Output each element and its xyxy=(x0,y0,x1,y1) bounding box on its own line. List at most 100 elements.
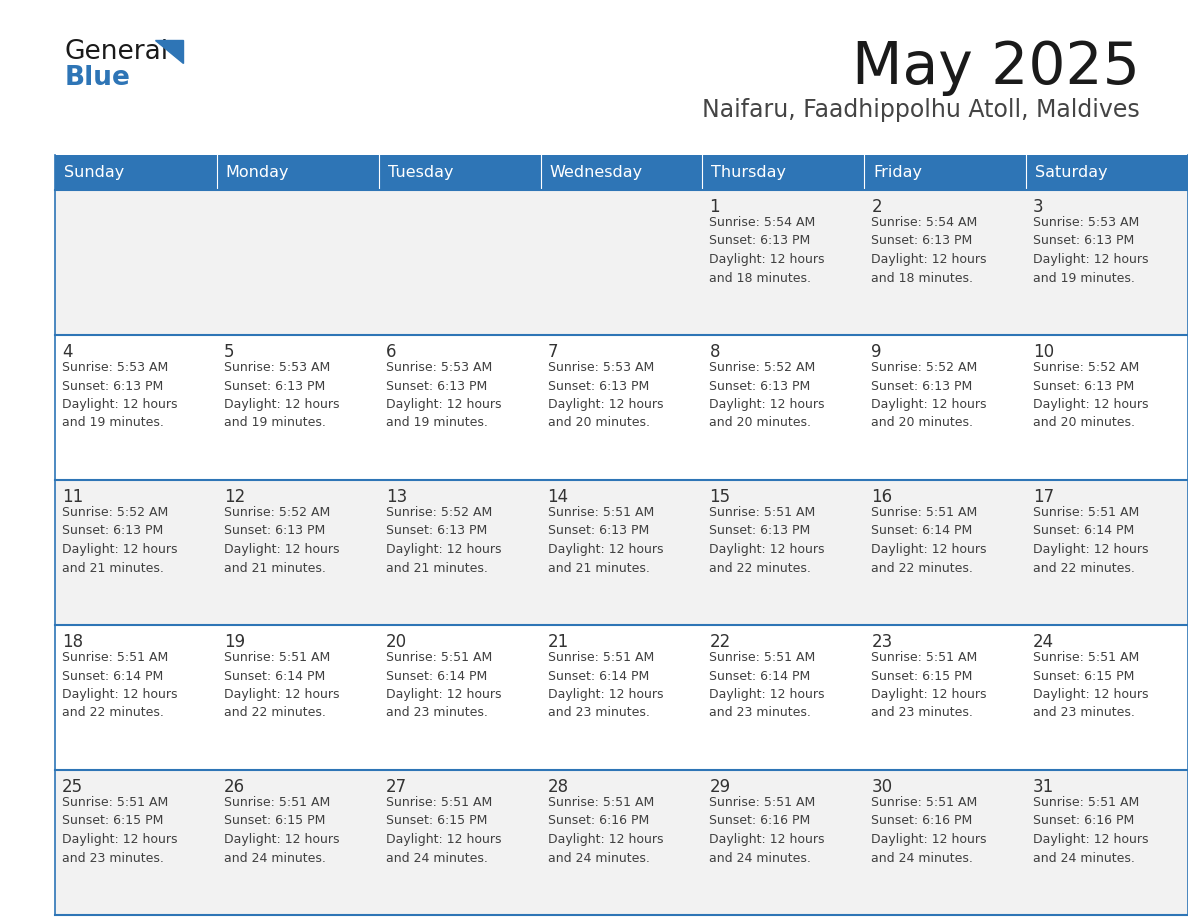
Bar xyxy=(55,625,217,770)
Text: Sunrise: 5:52 AM
Sunset: 6:13 PM
Daylight: 12 hours
and 21 minutes.: Sunrise: 5:52 AM Sunset: 6:13 PM Dayligh… xyxy=(62,506,177,575)
Text: Sunrise: 5:51 AM
Sunset: 6:16 PM
Daylight: 12 hours
and 24 minutes.: Sunrise: 5:51 AM Sunset: 6:16 PM Dayligh… xyxy=(548,796,663,865)
Text: 18: 18 xyxy=(62,633,83,651)
Bar xyxy=(541,335,702,480)
Bar xyxy=(379,190,541,335)
Text: Wednesday: Wednesday xyxy=(550,165,643,180)
Bar xyxy=(865,155,1026,190)
Text: Saturday: Saturday xyxy=(1035,165,1107,180)
Text: Sunrise: 5:51 AM
Sunset: 6:15 PM
Daylight: 12 hours
and 24 minutes.: Sunrise: 5:51 AM Sunset: 6:15 PM Dayligh… xyxy=(386,796,501,865)
Bar xyxy=(55,190,217,335)
Text: 25: 25 xyxy=(62,778,83,796)
Bar xyxy=(217,190,379,335)
Text: 16: 16 xyxy=(871,488,892,506)
Text: Sunrise: 5:51 AM
Sunset: 6:16 PM
Daylight: 12 hours
and 24 minutes.: Sunrise: 5:51 AM Sunset: 6:16 PM Dayligh… xyxy=(1034,796,1149,865)
Text: Naifaru, Faadhippolhu Atoll, Maldives: Naifaru, Faadhippolhu Atoll, Maldives xyxy=(702,98,1140,122)
Text: 2: 2 xyxy=(871,198,881,216)
Text: 9: 9 xyxy=(871,343,881,361)
Bar xyxy=(379,335,541,480)
Bar xyxy=(541,480,702,625)
Bar xyxy=(55,155,217,190)
Bar xyxy=(379,625,541,770)
Text: Sunrise: 5:51 AM
Sunset: 6:14 PM
Daylight: 12 hours
and 22 minutes.: Sunrise: 5:51 AM Sunset: 6:14 PM Dayligh… xyxy=(223,651,340,720)
Bar xyxy=(541,155,702,190)
Bar xyxy=(217,770,379,915)
Bar xyxy=(1026,190,1188,335)
Bar xyxy=(1026,770,1188,915)
Text: Sunrise: 5:51 AM
Sunset: 6:14 PM
Daylight: 12 hours
and 23 minutes.: Sunrise: 5:51 AM Sunset: 6:14 PM Dayligh… xyxy=(386,651,501,720)
Text: 6: 6 xyxy=(386,343,397,361)
Text: Sunrise: 5:53 AM
Sunset: 6:13 PM
Daylight: 12 hours
and 19 minutes.: Sunrise: 5:53 AM Sunset: 6:13 PM Dayligh… xyxy=(1034,216,1149,285)
Text: 31: 31 xyxy=(1034,778,1055,796)
Bar xyxy=(1026,625,1188,770)
Text: Sunrise: 5:52 AM
Sunset: 6:13 PM
Daylight: 12 hours
and 20 minutes.: Sunrise: 5:52 AM Sunset: 6:13 PM Dayligh… xyxy=(1034,361,1149,430)
Text: 26: 26 xyxy=(223,778,245,796)
Text: Sunrise: 5:52 AM
Sunset: 6:13 PM
Daylight: 12 hours
and 21 minutes.: Sunrise: 5:52 AM Sunset: 6:13 PM Dayligh… xyxy=(223,506,340,575)
Bar xyxy=(865,190,1026,335)
Text: 15: 15 xyxy=(709,488,731,506)
Bar xyxy=(1026,480,1188,625)
Text: 21: 21 xyxy=(548,633,569,651)
Text: Friday: Friday xyxy=(873,165,922,180)
Bar xyxy=(865,335,1026,480)
Text: Sunrise: 5:51 AM
Sunset: 6:13 PM
Daylight: 12 hours
and 22 minutes.: Sunrise: 5:51 AM Sunset: 6:13 PM Dayligh… xyxy=(709,506,824,575)
Text: 27: 27 xyxy=(386,778,406,796)
Bar xyxy=(541,190,702,335)
Text: Sunrise: 5:54 AM
Sunset: 6:13 PM
Daylight: 12 hours
and 18 minutes.: Sunrise: 5:54 AM Sunset: 6:13 PM Dayligh… xyxy=(871,216,987,285)
Bar xyxy=(217,625,379,770)
Text: 29: 29 xyxy=(709,778,731,796)
Text: Thursday: Thursday xyxy=(712,165,786,180)
Bar xyxy=(702,625,865,770)
Text: Sunrise: 5:51 AM
Sunset: 6:14 PM
Daylight: 12 hours
and 22 minutes.: Sunrise: 5:51 AM Sunset: 6:14 PM Dayligh… xyxy=(62,651,177,720)
Bar xyxy=(379,480,541,625)
Text: May 2025: May 2025 xyxy=(852,39,1140,96)
Text: 5: 5 xyxy=(223,343,234,361)
Bar xyxy=(702,480,865,625)
Text: Blue: Blue xyxy=(65,65,131,91)
Bar xyxy=(865,480,1026,625)
Bar xyxy=(217,480,379,625)
Text: Sunrise: 5:52 AM
Sunset: 6:13 PM
Daylight: 12 hours
and 20 minutes.: Sunrise: 5:52 AM Sunset: 6:13 PM Dayligh… xyxy=(709,361,824,430)
Text: Sunrise: 5:51 AM
Sunset: 6:16 PM
Daylight: 12 hours
and 24 minutes.: Sunrise: 5:51 AM Sunset: 6:16 PM Dayligh… xyxy=(709,796,824,865)
Bar xyxy=(865,770,1026,915)
Text: 28: 28 xyxy=(548,778,569,796)
Text: Sunrise: 5:53 AM
Sunset: 6:13 PM
Daylight: 12 hours
and 19 minutes.: Sunrise: 5:53 AM Sunset: 6:13 PM Dayligh… xyxy=(386,361,501,430)
Bar xyxy=(702,770,865,915)
Bar xyxy=(217,155,379,190)
Bar xyxy=(217,335,379,480)
Text: 20: 20 xyxy=(386,633,406,651)
Text: 30: 30 xyxy=(871,778,892,796)
Text: 1: 1 xyxy=(709,198,720,216)
Polygon shape xyxy=(154,40,183,63)
Text: Sunrise: 5:51 AM
Sunset: 6:14 PM
Daylight: 12 hours
and 23 minutes.: Sunrise: 5:51 AM Sunset: 6:14 PM Dayligh… xyxy=(709,651,824,720)
Bar xyxy=(541,625,702,770)
Bar xyxy=(865,625,1026,770)
Text: Sunrise: 5:51 AM
Sunset: 6:15 PM
Daylight: 12 hours
and 23 minutes.: Sunrise: 5:51 AM Sunset: 6:15 PM Dayligh… xyxy=(871,651,987,720)
Bar xyxy=(702,155,865,190)
Text: 7: 7 xyxy=(548,343,558,361)
Bar xyxy=(1026,335,1188,480)
Text: 14: 14 xyxy=(548,488,569,506)
Text: Tuesday: Tuesday xyxy=(387,165,453,180)
Text: Monday: Monday xyxy=(226,165,290,180)
Text: Sunrise: 5:51 AM
Sunset: 6:16 PM
Daylight: 12 hours
and 24 minutes.: Sunrise: 5:51 AM Sunset: 6:16 PM Dayligh… xyxy=(871,796,987,865)
Text: 4: 4 xyxy=(62,343,72,361)
Text: Sunrise: 5:53 AM
Sunset: 6:13 PM
Daylight: 12 hours
and 19 minutes.: Sunrise: 5:53 AM Sunset: 6:13 PM Dayligh… xyxy=(223,361,340,430)
Bar xyxy=(55,335,217,480)
Text: Sunrise: 5:51 AM
Sunset: 6:14 PM
Daylight: 12 hours
and 22 minutes.: Sunrise: 5:51 AM Sunset: 6:14 PM Dayligh… xyxy=(871,506,987,575)
Text: 22: 22 xyxy=(709,633,731,651)
Text: 23: 23 xyxy=(871,633,892,651)
Text: 3: 3 xyxy=(1034,198,1044,216)
Text: 10: 10 xyxy=(1034,343,1054,361)
Text: 13: 13 xyxy=(386,488,407,506)
Text: 24: 24 xyxy=(1034,633,1054,651)
Text: Sunrise: 5:53 AM
Sunset: 6:13 PM
Daylight: 12 hours
and 19 minutes.: Sunrise: 5:53 AM Sunset: 6:13 PM Dayligh… xyxy=(62,361,177,430)
Text: Sunrise: 5:51 AM
Sunset: 6:15 PM
Daylight: 12 hours
and 23 minutes.: Sunrise: 5:51 AM Sunset: 6:15 PM Dayligh… xyxy=(62,796,177,865)
Text: Sunday: Sunday xyxy=(64,165,125,180)
Text: 8: 8 xyxy=(709,343,720,361)
Text: Sunrise: 5:51 AM
Sunset: 6:14 PM
Daylight: 12 hours
and 22 minutes.: Sunrise: 5:51 AM Sunset: 6:14 PM Dayligh… xyxy=(1034,506,1149,575)
Text: Sunrise: 5:51 AM
Sunset: 6:14 PM
Daylight: 12 hours
and 23 minutes.: Sunrise: 5:51 AM Sunset: 6:14 PM Dayligh… xyxy=(548,651,663,720)
Text: Sunrise: 5:51 AM
Sunset: 6:15 PM
Daylight: 12 hours
and 24 minutes.: Sunrise: 5:51 AM Sunset: 6:15 PM Dayligh… xyxy=(223,796,340,865)
Bar xyxy=(55,480,217,625)
Bar xyxy=(702,190,865,335)
Bar xyxy=(55,770,217,915)
